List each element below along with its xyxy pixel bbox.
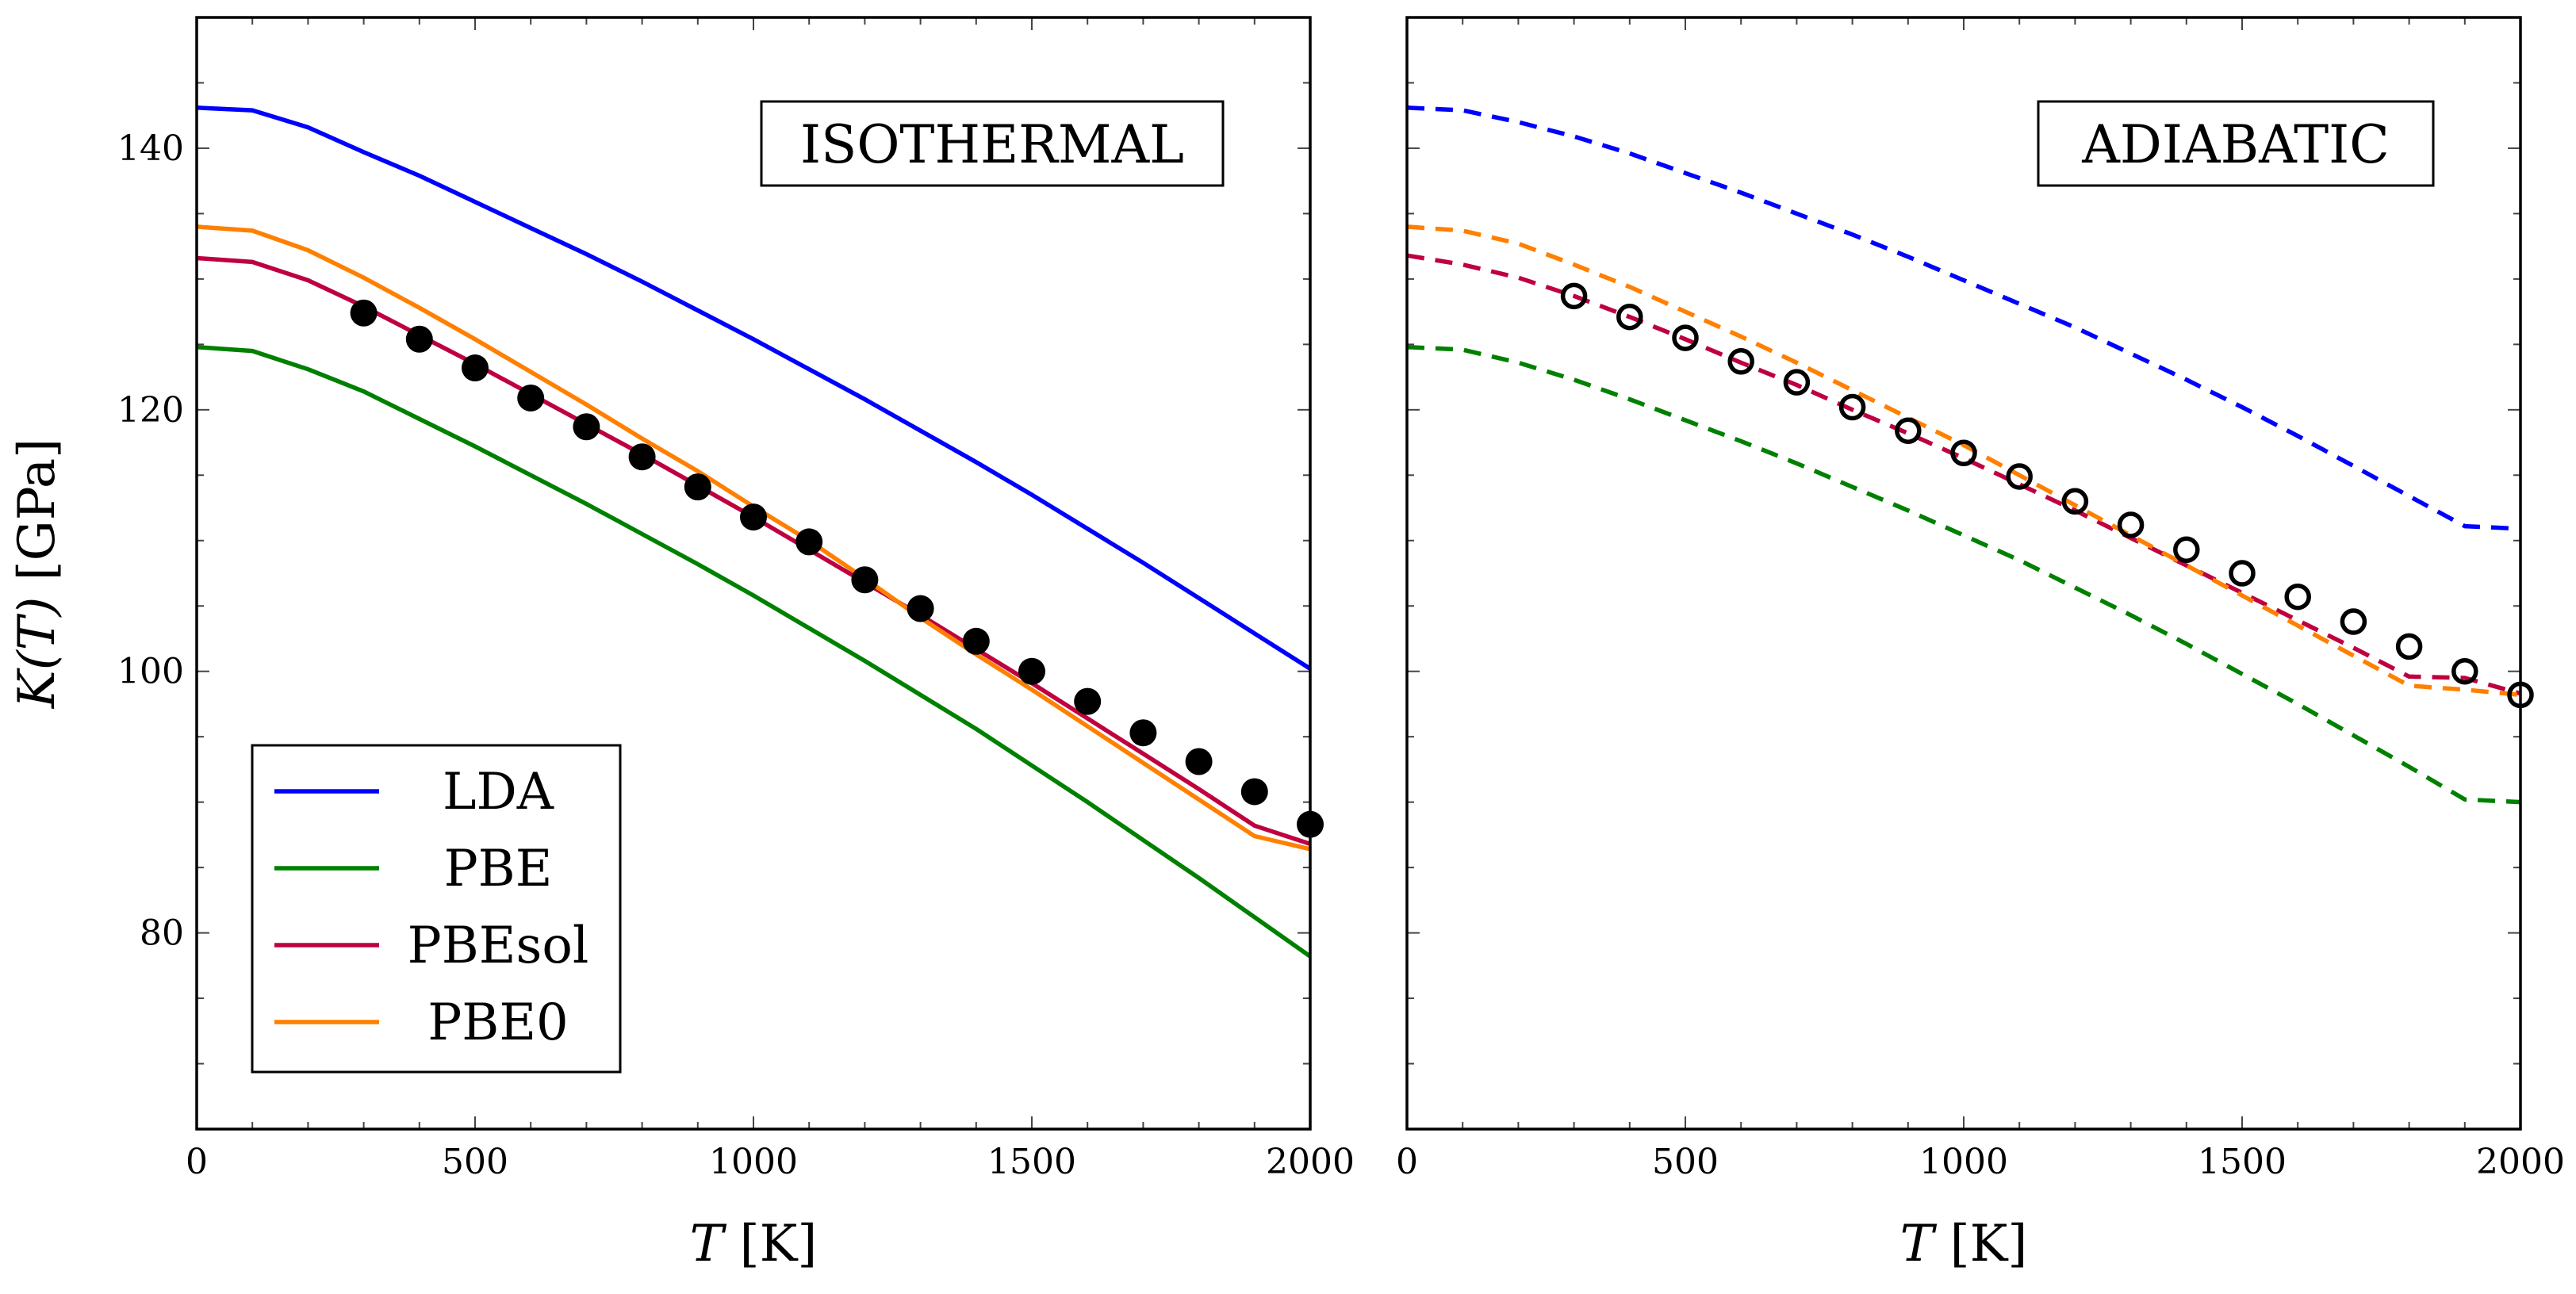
- data-point: [2395, 633, 2423, 660]
- legend-label: PBE: [444, 840, 553, 898]
- data-point: [1074, 687, 1102, 715]
- data-point: [907, 595, 934, 622]
- panel-adiabatic: 0 500 1000 1500 2000 T [K] ADIABATIC: [1396, 16, 2565, 1273]
- data-point: [1727, 348, 1754, 375]
- series-line-pbe: [197, 344, 1310, 959]
- legend-entry-lda: LDA: [274, 763, 554, 821]
- data-point: [684, 473, 711, 501]
- x-axis-symbol: T: [690, 1215, 727, 1273]
- legend-label: PBE0: [427, 993, 569, 1052]
- x-tick-label: 1000: [1919, 1142, 2008, 1182]
- x-tick-label: 0: [186, 1142, 208, 1182]
- data-point: [851, 566, 879, 594]
- data-point: [2229, 560, 2256, 587]
- legend-entry-pbe0: PBE0: [274, 993, 569, 1052]
- panel-isothermal: 0 500 1000 1500 2000 80 100 120 140 T [K] ISOTHERM…: [117, 16, 1355, 1273]
- x-tick-label: 1000: [709, 1142, 798, 1182]
- series-line-pbesol: [1407, 253, 2520, 696]
- data-point: [1895, 417, 1922, 444]
- x-tick-label: 2000: [1266, 1142, 1355, 1182]
- series-line-lda: [197, 105, 1310, 671]
- data-point: [1129, 719, 1157, 747]
- data-point: [1783, 369, 1811, 396]
- data-point: [462, 354, 489, 382]
- data-point: [795, 528, 823, 556]
- x-tick-label: 500: [442, 1142, 508, 1182]
- x-tick-label: 2000: [2476, 1142, 2565, 1182]
- legend: LDA PBE PBEsol PBE0: [251, 744, 622, 1074]
- x-tick-label: 1500: [987, 1142, 1076, 1182]
- legend-frame: [251, 744, 622, 1074]
- data-point: [2117, 511, 2145, 538]
- data-point: [1185, 748, 1213, 775]
- data-point: [2284, 583, 2311, 611]
- data-point: [1240, 778, 1268, 806]
- data-point: [2006, 463, 2033, 490]
- data-point: [2173, 536, 2200, 564]
- y-axis-unit: [GPa]: [8, 438, 67, 597]
- data-point: [350, 299, 378, 327]
- y-axis-title: K(T) [GPa]: [8, 438, 67, 709]
- data-point: [2061, 488, 2089, 515]
- x-axis-title: T [K]: [1900, 1215, 2028, 1273]
- y-tick-label: 80: [140, 913, 184, 954]
- x-axis-title: T [K]: [690, 1215, 818, 1273]
- panel-title: ADIABATIC: [2081, 114, 2389, 175]
- series-line-pbe: [1407, 344, 2520, 805]
- x-tick-label: 1500: [2198, 1142, 2287, 1182]
- x-axis-symbol: T: [1900, 1215, 1938, 1273]
- panel-title-frame: [2037, 100, 2435, 187]
- x-tick-label: 500: [1652, 1142, 1719, 1182]
- y-tick-label: 120: [117, 390, 184, 431]
- data-point: [1018, 657, 1045, 685]
- panel-title: ISOTHERMAL: [800, 114, 1184, 175]
- panel-title-frame: [760, 100, 1225, 187]
- shared-axis-labels: K(T) [GPa]: [8, 438, 67, 709]
- data-point: [1616, 303, 1643, 331]
- x-axis-unit: [K]: [1934, 1215, 2027, 1273]
- x-axis-unit: [K]: [723, 1215, 817, 1273]
- y-tick-label: 140: [117, 128, 184, 169]
- panel-title-box: ADIABATIC: [2037, 100, 2435, 187]
- plot-frame: [1405, 16, 2522, 1131]
- data-point: [1672, 324, 1699, 351]
- data-point: [1950, 439, 1977, 467]
- data-point: [2340, 608, 2367, 635]
- series-line-lda: [1407, 105, 2520, 531]
- x-tick-label: 0: [1396, 1142, 1418, 1182]
- legend-label: LDA: [443, 763, 554, 821]
- data-point: [1838, 393, 1866, 421]
- data-point: [740, 503, 767, 531]
- data-point: [1560, 282, 1588, 310]
- panel-title-box: ISOTHERMAL: [760, 100, 1225, 187]
- data-point: [628, 443, 656, 471]
- series-line-pbe0: [1407, 224, 2520, 698]
- legend-entry-pbe: PBE: [274, 840, 552, 898]
- data-point: [517, 384, 545, 412]
- legend-label: PBEsol: [408, 917, 589, 975]
- data-point: [2451, 657, 2478, 685]
- data-point: [573, 413, 600, 441]
- y-tick-label: 100: [117, 652, 184, 692]
- y-axis-symbol: K(T): [8, 597, 67, 709]
- data-point: [962, 627, 990, 655]
- data-point: [405, 325, 433, 353]
- plot-frame: [195, 16, 1312, 1131]
- legend-entry-pbesol: PBEsol: [274, 917, 588, 975]
